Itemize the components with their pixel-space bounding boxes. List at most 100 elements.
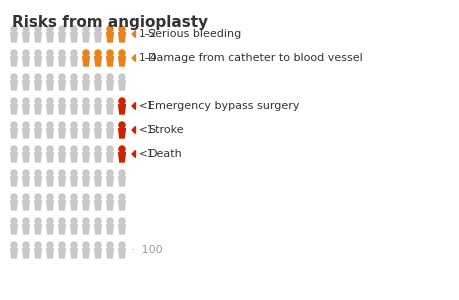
Polygon shape — [118, 129, 125, 138]
Circle shape — [83, 74, 89, 80]
Polygon shape — [95, 105, 101, 114]
Polygon shape — [70, 177, 77, 186]
Circle shape — [95, 50, 101, 56]
Polygon shape — [58, 105, 65, 114]
Polygon shape — [83, 249, 89, 258]
Polygon shape — [46, 33, 53, 42]
Polygon shape — [132, 127, 135, 134]
Circle shape — [107, 50, 113, 56]
Circle shape — [107, 194, 113, 200]
Circle shape — [47, 170, 53, 176]
Polygon shape — [34, 177, 41, 186]
Polygon shape — [95, 225, 101, 234]
Polygon shape — [34, 249, 41, 258]
Polygon shape — [11, 129, 17, 138]
Circle shape — [11, 26, 17, 32]
Polygon shape — [11, 249, 17, 258]
Circle shape — [35, 146, 41, 152]
Polygon shape — [118, 33, 125, 42]
Circle shape — [83, 50, 89, 56]
Polygon shape — [22, 33, 29, 42]
Polygon shape — [22, 225, 29, 234]
Polygon shape — [34, 225, 41, 234]
Polygon shape — [118, 249, 125, 258]
Polygon shape — [58, 177, 65, 186]
Polygon shape — [70, 57, 77, 66]
Polygon shape — [118, 57, 125, 66]
Circle shape — [107, 146, 113, 152]
Text: <1: <1 — [138, 101, 154, 111]
Text: <1: <1 — [138, 125, 154, 135]
Circle shape — [59, 122, 65, 128]
Polygon shape — [22, 249, 29, 258]
Circle shape — [71, 146, 77, 152]
Circle shape — [23, 98, 29, 104]
Polygon shape — [46, 225, 53, 234]
Circle shape — [59, 74, 65, 80]
Polygon shape — [11, 201, 17, 210]
Polygon shape — [11, 81, 17, 90]
Circle shape — [119, 98, 125, 104]
Text: Stroke: Stroke — [148, 125, 184, 135]
Text: 1–4: 1–4 — [138, 53, 157, 63]
Circle shape — [71, 98, 77, 104]
Polygon shape — [106, 225, 113, 234]
Polygon shape — [118, 105, 125, 114]
Polygon shape — [11, 57, 17, 66]
Polygon shape — [106, 57, 113, 66]
Circle shape — [107, 170, 113, 176]
Polygon shape — [132, 55, 135, 62]
Circle shape — [23, 146, 29, 152]
Circle shape — [83, 122, 89, 128]
Circle shape — [11, 74, 17, 80]
Polygon shape — [106, 129, 113, 138]
Circle shape — [23, 26, 29, 32]
Circle shape — [107, 26, 113, 32]
Circle shape — [59, 50, 65, 56]
Circle shape — [71, 122, 77, 128]
Polygon shape — [58, 129, 65, 138]
Circle shape — [119, 26, 125, 32]
Circle shape — [95, 74, 101, 80]
Polygon shape — [106, 153, 113, 162]
Circle shape — [95, 146, 101, 152]
Polygon shape — [95, 81, 101, 90]
Polygon shape — [58, 201, 65, 210]
Circle shape — [83, 218, 89, 224]
Polygon shape — [34, 81, 41, 90]
Circle shape — [83, 242, 89, 248]
Polygon shape — [58, 225, 65, 234]
Circle shape — [95, 26, 101, 32]
Polygon shape — [95, 57, 101, 66]
Circle shape — [35, 170, 41, 176]
Circle shape — [107, 74, 113, 80]
Polygon shape — [83, 57, 89, 66]
Polygon shape — [58, 57, 65, 66]
Circle shape — [23, 218, 29, 224]
Polygon shape — [95, 33, 101, 42]
Polygon shape — [83, 105, 89, 114]
Polygon shape — [118, 225, 125, 234]
Polygon shape — [95, 153, 101, 162]
Polygon shape — [58, 33, 65, 42]
Circle shape — [35, 98, 41, 104]
Circle shape — [107, 98, 113, 104]
Polygon shape — [132, 103, 135, 110]
Polygon shape — [106, 201, 113, 210]
Text: Death: Death — [148, 149, 182, 159]
Polygon shape — [118, 81, 125, 90]
Polygon shape — [46, 177, 53, 186]
Polygon shape — [70, 249, 77, 258]
Polygon shape — [22, 57, 29, 66]
Circle shape — [119, 242, 125, 248]
Circle shape — [59, 98, 65, 104]
Circle shape — [119, 146, 125, 152]
Circle shape — [59, 194, 65, 200]
Circle shape — [35, 50, 41, 56]
Circle shape — [11, 50, 17, 56]
Text: Serious bleeding: Serious bleeding — [148, 29, 241, 39]
Polygon shape — [34, 201, 41, 210]
Circle shape — [47, 242, 53, 248]
Polygon shape — [70, 153, 77, 162]
Polygon shape — [106, 249, 113, 258]
